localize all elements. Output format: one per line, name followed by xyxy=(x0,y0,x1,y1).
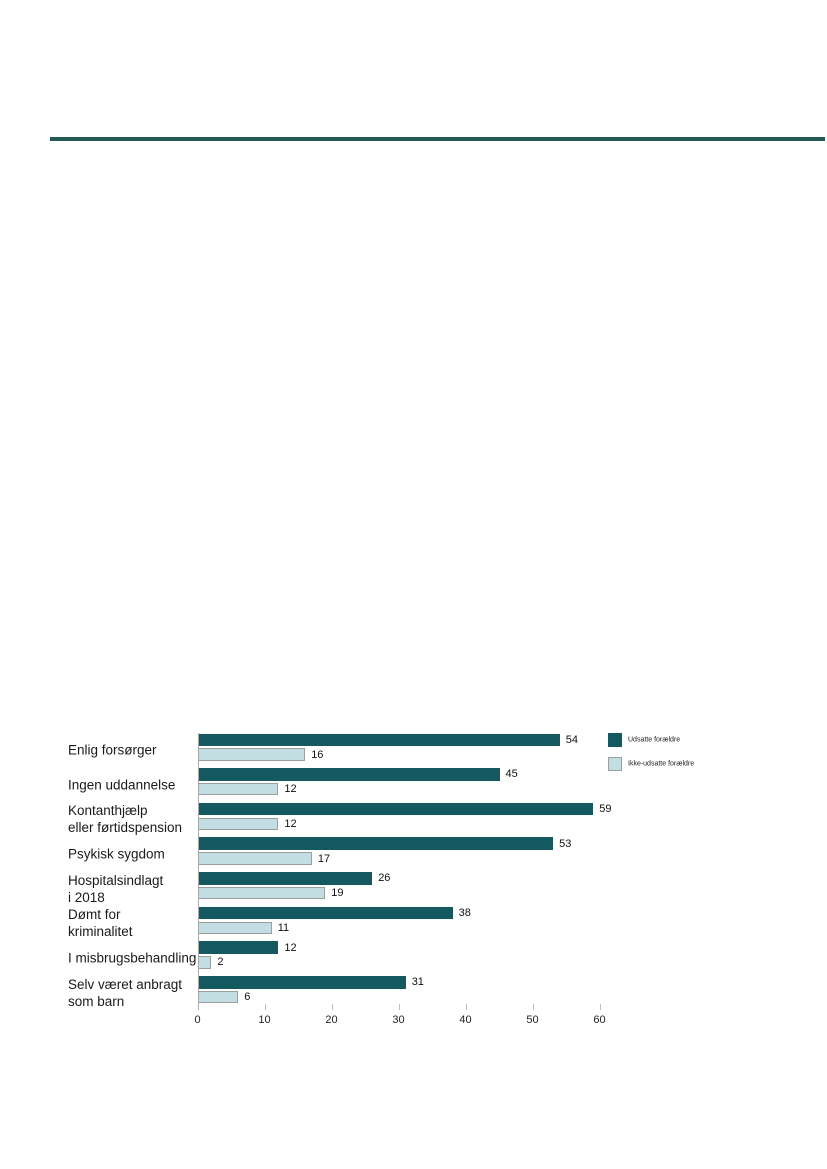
bar-ikke-udsatte-foraeldre xyxy=(198,990,239,1004)
bar-ikke-udsatte-foraeldre xyxy=(198,748,306,761)
legend-label: Ikke-udsatte forældre xyxy=(628,760,695,768)
bar-value-label: 54 xyxy=(565,733,579,746)
bar-value-label: 11 xyxy=(277,921,290,934)
category-label-line: Dømt for xyxy=(68,907,121,923)
legend-swatch-ikke-udsatte xyxy=(608,757,622,771)
bar-udsatte-foraeldre xyxy=(198,941,279,954)
category-label: Enlig forsørger xyxy=(68,742,198,759)
bar-value-label: 26 xyxy=(378,872,391,885)
x-axis-tick xyxy=(264,1003,266,1010)
bar-value-label: 53 xyxy=(559,837,572,850)
bar-value-label: 12 xyxy=(284,783,297,796)
category-label-line: Psykisk sygdom xyxy=(68,846,165,862)
x-axis-tick-label: 40 xyxy=(459,1014,472,1026)
bar-value-label: 59 xyxy=(599,803,612,816)
bar-value-label: 12 xyxy=(284,941,297,954)
x-axis-tick xyxy=(599,1003,601,1010)
x-axis-tick-label: 50 xyxy=(526,1014,539,1026)
category-label-line: kriminalitet xyxy=(68,924,133,940)
header-divider-rule xyxy=(50,137,825,141)
bar-ikke-udsatte-foraeldre xyxy=(198,782,279,796)
x-axis-tick xyxy=(465,1003,467,1010)
bar-value-label: 16 xyxy=(311,748,324,761)
bar-ikke-udsatte-foraeldre xyxy=(198,886,326,900)
category-label-line: Kontanthjælp xyxy=(68,803,148,819)
x-axis-tick-label: 30 xyxy=(392,1014,405,1026)
x-axis-tick xyxy=(331,1003,333,1010)
bar-udsatte-foraeldre xyxy=(198,837,554,850)
x-axis-tick xyxy=(398,1003,400,1010)
category-label-line: eller førtidspension xyxy=(68,820,183,836)
category-label: Ingen uddannelse xyxy=(68,776,198,793)
bar-udsatte-foraeldre xyxy=(198,768,500,781)
bar-value-label: 17 xyxy=(317,852,331,865)
bar-value-label: 45 xyxy=(505,768,518,781)
bar-ikke-udsatte-foraeldre xyxy=(198,852,312,865)
bar-value-label: 19 xyxy=(331,887,344,900)
category-label: Hospitalsindlagt i 2018 xyxy=(68,872,198,906)
x-axis-tick xyxy=(532,1003,534,1010)
bar-value-label: 31 xyxy=(411,976,424,989)
bar-value-label: 38 xyxy=(458,907,471,919)
category-label: I misbrugsbehandling xyxy=(68,949,198,966)
category-label-line: Ingen uddannelse xyxy=(68,777,176,793)
bar-ikke-udsatte-foraeldre xyxy=(198,956,212,969)
x-axis-tick-label: 20 xyxy=(325,1014,338,1026)
category-label: Dømt for kriminalitet xyxy=(68,906,198,940)
bar-ikke-udsatte-foraeldre xyxy=(198,817,279,831)
x-axis-tick-label: 0 xyxy=(194,1014,201,1026)
category-label: Selv været anbragt som barn xyxy=(68,976,198,1010)
x-axis-tick-label: 60 xyxy=(593,1014,606,1026)
category-label-line: Enlig forsørger xyxy=(68,742,157,758)
bar-udsatte-foraeldre xyxy=(198,872,373,885)
category-label: Psykisk sygdom xyxy=(68,845,198,862)
bar-value-label: 12 xyxy=(284,817,297,830)
bar-ikke-udsatte-foraeldre xyxy=(198,921,272,935)
category-label-line: Hospitalsindlagt xyxy=(68,872,164,888)
category-label-line: I misbrugsbehandling xyxy=(68,950,197,966)
category-label-line: Selv været anbragt xyxy=(68,976,183,992)
bar-udsatte-foraeldre xyxy=(198,802,594,816)
bar-value-label: 6 xyxy=(244,991,251,1004)
legend-swatch-udsatte xyxy=(608,733,622,747)
bar-value-label: 2 xyxy=(217,956,224,969)
y-axis-line xyxy=(197,733,199,1010)
legend-label: Udsatte forældre xyxy=(628,736,681,744)
bar-udsatte-foraeldre xyxy=(198,733,560,746)
category-label-line: som barn xyxy=(68,993,125,1009)
x-axis-tick-label: 10 xyxy=(258,1014,271,1026)
bar-udsatte-foraeldre xyxy=(198,976,406,989)
category-label: Kontanthjælp eller førtidspension xyxy=(68,802,198,836)
bar-udsatte-foraeldre xyxy=(198,906,453,920)
category-label-line: i 2018 xyxy=(68,889,105,905)
